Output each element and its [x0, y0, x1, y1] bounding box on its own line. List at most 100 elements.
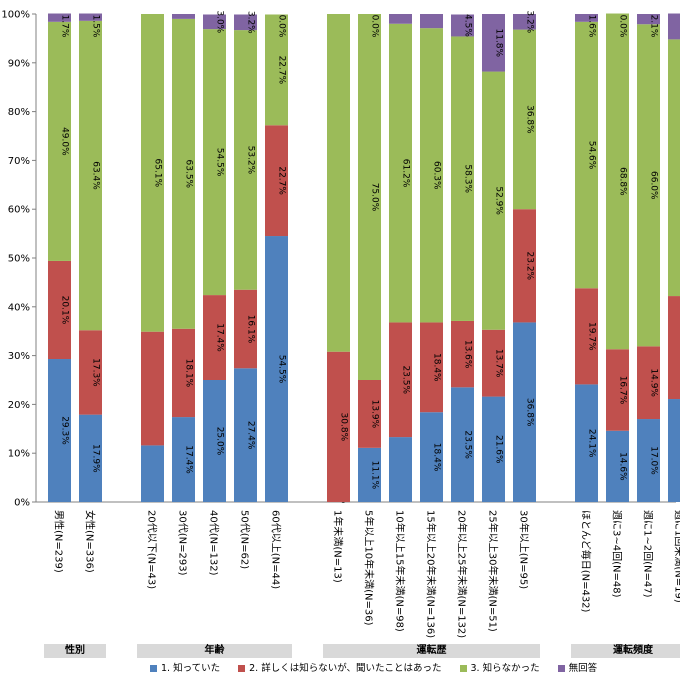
bar-segment — [48, 260, 71, 360]
data-label: 20.1% — [60, 296, 70, 325]
bar-segment — [389, 322, 412, 438]
legend-swatch — [150, 665, 157, 672]
y-tick-label: 70% — [8, 156, 30, 167]
data-label: 1.7% — [60, 15, 70, 38]
category-label: 40代(N=132) — [208, 510, 220, 576]
bar-segment — [420, 322, 443, 413]
data-label: 0.0% — [370, 15, 380, 38]
data-label: 4.5% — [463, 14, 473, 37]
data-label: 23.2% — [525, 252, 535, 281]
category-label: 5年以上10年未満(N=36) — [363, 510, 376, 626]
bar-segment — [265, 236, 288, 503]
data-label: 16.7% — [618, 376, 628, 405]
bar-segment — [637, 346, 660, 420]
bar-segment — [575, 14, 598, 22]
bar-segment — [203, 29, 226, 296]
data-label: 3.0% — [215, 10, 225, 33]
data-label: 3.2% — [246, 11, 256, 34]
bar-segment — [79, 330, 102, 415]
data-label: 13.6% — [463, 340, 473, 369]
bar-segment — [575, 288, 598, 385]
bar-segment — [141, 445, 164, 502]
data-label: 21.6% — [494, 435, 504, 464]
data-label: 22.7% — [277, 166, 287, 195]
y-tick-label: 20% — [8, 400, 30, 411]
legend-swatch — [238, 665, 246, 672]
category-label: 女性(N=336) — [84, 510, 97, 573]
bar-segment — [358, 14, 381, 380]
bar-segment — [172, 328, 195, 418]
data-label: 54.5% — [215, 148, 225, 177]
data-label: 18.4% — [432, 353, 442, 382]
y-tick-label: 10% — [8, 449, 30, 460]
category-label: 25年以上30年未満(N=51) — [487, 510, 500, 632]
legend-label: 無回答 — [568, 663, 598, 674]
data-label: 58.3% — [463, 164, 473, 193]
bar-segment — [79, 414, 102, 502]
bar-segment — [358, 380, 381, 448]
bar-segment — [234, 30, 257, 290]
bar-segment — [637, 419, 660, 502]
bar-segment — [203, 380, 226, 502]
legend-swatch — [557, 665, 565, 672]
legend-item: 無回答 — [557, 660, 598, 674]
data-label: 11.1% — [370, 461, 380, 490]
legend-item: 1. 知っていた — [150, 660, 220, 674]
data-label: 1.6% — [587, 15, 597, 38]
data-label: 36.8% — [525, 398, 535, 427]
bar-segment — [513, 14, 536, 30]
data-label: 63.4% — [91, 161, 101, 190]
legend-label: 2. 詳しくは知らないが、聞いたことはあった — [249, 663, 442, 674]
group-label: 運転頻度 — [571, 644, 680, 658]
bar-segment — [451, 387, 474, 502]
data-label: 53.2% — [246, 146, 256, 175]
bar-segment — [358, 447, 381, 502]
bar-segment — [668, 39, 680, 297]
bar-segment — [420, 28, 443, 323]
y-tick-label: 80% — [8, 107, 30, 118]
bar-segment — [172, 14, 195, 19]
data-label: 14.9% — [649, 368, 659, 397]
bar-segment — [48, 21, 71, 261]
data-label: 0.0% — [277, 15, 287, 38]
data-label: 25.0% — [215, 427, 225, 456]
category-label: 30年以上(N=95) — [518, 510, 531, 589]
bar-segment — [482, 396, 505, 502]
bar-segment — [234, 368, 257, 502]
bar-segment — [327, 14, 350, 352]
bar-segment — [606, 430, 629, 502]
data-label: 17.0% — [649, 446, 659, 475]
data-label: 3.2% — [525, 10, 535, 33]
bar-segment — [265, 125, 288, 237]
legend: 1. 知っていた 2. 詳しくは知らないが、聞いたことはあった 3. 知らなかった 無… — [150, 660, 615, 674]
category-label: 50代(N=62) — [239, 510, 251, 569]
category-label: 10年以上15年未満(N=98) — [394, 510, 407, 632]
data-label: 13.9% — [370, 400, 380, 429]
legend-item: 3. 知らなかった — [459, 660, 540, 674]
bar-segment — [141, 331, 164, 446]
legend-item: 2. 詳しくは知らないが、聞いたことはあった — [238, 660, 442, 674]
bar-segment — [513, 29, 536, 210]
bar-segment — [668, 296, 680, 400]
bar-segment — [327, 351, 350, 502]
bar-segment — [420, 412, 443, 502]
group-label: 性別 — [44, 644, 106, 658]
bar-segment — [637, 24, 660, 347]
data-label: 18.1% — [184, 359, 194, 388]
y-tick-label: 100% — [1, 10, 30, 21]
y-tick-label: 30% — [8, 351, 30, 362]
data-label: 30.8% — [339, 413, 349, 442]
category-label: 1年未満(N=13) — [332, 510, 345, 583]
bar-segment — [141, 14, 164, 332]
data-label: 63.5% — [184, 160, 194, 189]
bar-segment — [172, 18, 195, 329]
category-label: ほとんど毎日(N=432) — [580, 510, 593, 613]
bar-segment — [234, 289, 257, 369]
category-label: 週に1~2回(N=47) — [642, 510, 654, 598]
category-label: 60代以上(N=44) — [270, 510, 282, 589]
data-label: 54.6% — [587, 141, 597, 170]
bar-segment — [48, 13, 71, 22]
y-tick-label: 60% — [8, 205, 30, 216]
data-label: 60.3% — [432, 161, 442, 190]
